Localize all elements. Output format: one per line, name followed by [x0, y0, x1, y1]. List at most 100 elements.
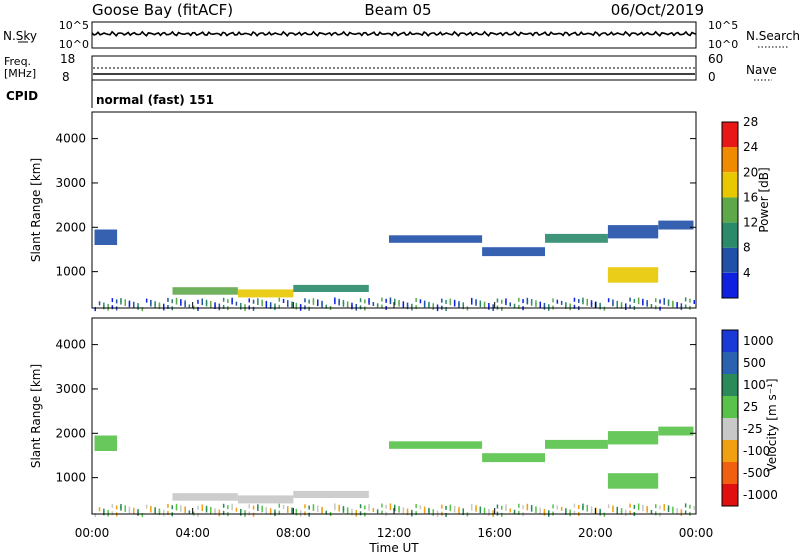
speckle-cell: [394, 507, 396, 512]
speckle-cell: [312, 506, 315, 511]
speckle-cell: [539, 304, 541, 309]
speckle-cell: [338, 298, 340, 303]
x-tick-label: 20:00: [578, 526, 613, 540]
speckle-cell: [231, 506, 233, 511]
speckle-cell: [505, 507, 507, 512]
speckle-cell: [492, 513, 494, 517]
speckle-cell: [445, 513, 447, 517]
speckle-cell: [406, 508, 409, 513]
speckle-cell: [642, 301, 644, 306]
speckle-cell: [210, 509, 212, 514]
power-y-label: Slant Range [km]: [29, 158, 43, 262]
speckle-cell: [436, 513, 439, 518]
speckle-cell: [269, 508, 272, 513]
speckle-cell: [672, 509, 674, 514]
speckle-cell: [505, 298, 507, 303]
speckle-cell: [111, 511, 114, 516]
speckle-cell: [145, 504, 148, 509]
speckle-cell: [120, 506, 122, 511]
speckle-cell: [291, 301, 293, 306]
speckle-cell: [145, 298, 148, 303]
speckle-cell: [222, 297, 225, 302]
y-tick-label: 3000: [55, 176, 86, 190]
speckle-cell: [111, 504, 114, 509]
speckle-cell: [265, 509, 268, 514]
speckle-cell: [509, 508, 511, 513]
speckle-cell: [222, 304, 225, 309]
speckle-cell: [663, 298, 665, 303]
speckle-cell: [312, 300, 315, 305]
freq-panel: [91, 55, 697, 81]
speckle-cell: [150, 302, 152, 307]
speckle-cell: [180, 507, 182, 512]
noise-right-label: N.Search: [746, 29, 800, 43]
speckle-cell: [402, 507, 405, 512]
echo-region: [94, 435, 118, 451]
speckle-cell: [346, 301, 349, 306]
nave-tick-top: 60: [708, 52, 723, 66]
freq-tick-top: 18: [60, 52, 75, 66]
speckle-cell: [479, 506, 482, 511]
speckle-cell: [308, 299, 310, 304]
speckle-cell: [479, 509, 482, 514]
speckle-cell: [441, 504, 443, 509]
colorbar-cell: [722, 222, 738, 248]
speckle-cell: [582, 506, 584, 511]
speckle-cell: [334, 503, 336, 508]
speckle-cell: [107, 303, 109, 308]
echo-region: [607, 431, 659, 445]
speckle-cell: [175, 297, 178, 302]
velocity-colorbar: -1000 -500 -100 -25 25 100 500 1000: [721, 329, 778, 507]
speckle-cell: [124, 299, 126, 304]
speckle-cell: [355, 304, 357, 308]
speckle-cell: [501, 505, 503, 510]
freq-label-unit: [MHz]: [4, 67, 36, 80]
speckle-cell: [501, 299, 503, 304]
station-title: Goose Bay (fitACF): [92, 1, 233, 19]
speckle-cell: [518, 510, 520, 515]
speckle-cell: [235, 301, 238, 306]
speckle-cell: [282, 299, 285, 303]
speckle-cell: [616, 300, 618, 305]
speckle-cell: [599, 511, 601, 516]
speckle-cell: [539, 507, 541, 512]
speckle-cell: [483, 510, 486, 515]
speckle-cell: [342, 506, 345, 511]
speckle-cell: [633, 298, 636, 303]
speckle-cell: [556, 505, 559, 510]
speckle-cell: [475, 505, 477, 510]
speckle-cell: [526, 300, 529, 305]
speckle-cell: [676, 510, 678, 515]
speckle-cell: [642, 507, 644, 512]
echo-region: [607, 225, 659, 239]
speckle-cell: [590, 508, 593, 513]
speckle-cell: [133, 301, 135, 306]
speckle-cell: [175, 300, 178, 305]
speckle-cell: [398, 300, 400, 304]
speckle-cell: [586, 298, 588, 303]
speckle-cell: [586, 504, 588, 509]
speckle-cell: [351, 511, 353, 516]
colorbar-tick: -25: [743, 422, 763, 436]
speckle-cell: [257, 298, 259, 303]
speckle-cell: [180, 299, 182, 304]
speckle-cell: [543, 508, 546, 513]
speckle-cell: [287, 300, 289, 305]
speckle-cell: [590, 506, 593, 511]
speckle-cell: [299, 306, 302, 311]
speckle-cell: [423, 509, 426, 514]
speckle-cell: [526, 506, 529, 511]
speckle-cell: [582, 300, 584, 305]
speckle-cell: [449, 507, 452, 512]
speckle-cell: [291, 304, 293, 309]
speckle-cell: [308, 306, 310, 311]
speckle-cell: [222, 503, 225, 508]
speckle-cell: [201, 504, 203, 509]
speckle-cell: [415, 305, 417, 310]
speckle-cell: [381, 297, 383, 302]
y-tick-label: 2000: [55, 426, 86, 440]
speckle-cell: [471, 503, 473, 508]
speckle-cell: [676, 302, 678, 306]
speckle-cell: [295, 302, 298, 307]
speckle-cell: [458, 509, 460, 514]
